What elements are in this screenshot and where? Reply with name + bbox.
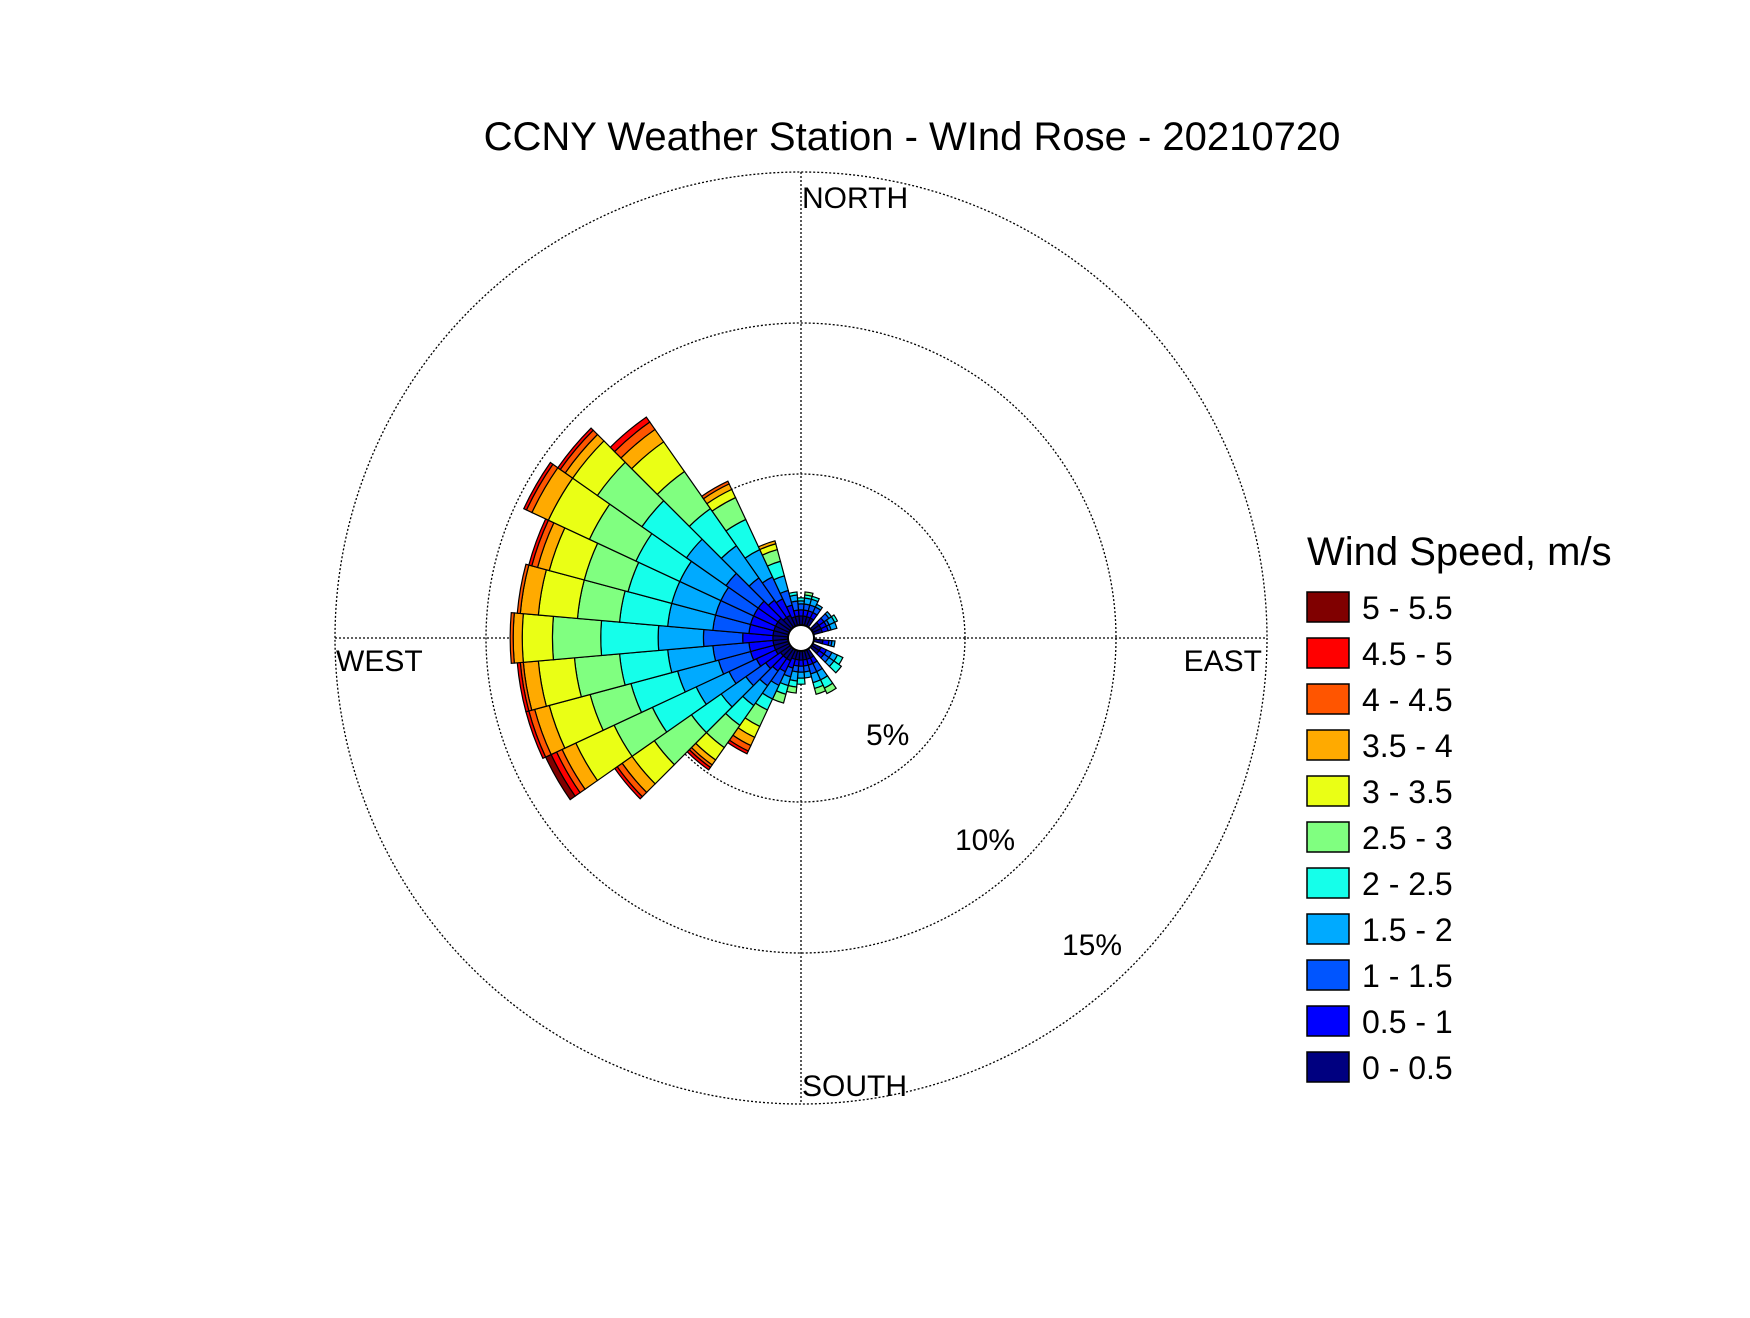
calm-center [787,624,815,652]
legend-label-4: 3 - 3.5 [1362,774,1453,810]
bar-segment-160-5 [813,684,827,696]
bar-segment-310-9 [556,427,595,471]
grid-ring-15 [334,171,1268,1105]
bar-segment-150-5 [823,682,838,695]
bar-segment-270-7 [512,612,524,664]
calm-circle [787,624,815,652]
legend-swatch-6 [1306,867,1350,899]
bar-segment-10-5 [804,591,814,598]
direction-label-north: NORTH [802,182,908,215]
legend-label-7: 1.5 - 2 [1362,912,1453,948]
legend-title: Wind Speed, m/s [1307,530,1612,574]
bar-segment-130-4 [828,660,843,674]
bar-segment-170-3 [803,670,813,679]
legend-items: 5 - 5.5 4.5 - 5 4 - 4.5 3.5 - 4 3 - 3.5 2.5 -… [1306,590,1453,1086]
direction-label-west: WEST [336,645,423,678]
bar-segment-100-0 [812,638,824,645]
legend-swatch-0 [1306,591,1350,623]
bar-segment-180-3 [796,671,806,679]
legend-label-9: 0.5 - 1 [1362,1004,1453,1040]
bar-segment-360-1 [797,609,805,617]
bar-segment-60-4 [830,614,839,624]
bar-segment-360-0 [798,615,804,626]
direction-label-east: EAST [1184,645,1262,678]
bar-segment-280-8 [516,563,530,615]
legend-label-5: 2.5 - 3 [1362,820,1453,856]
chart-title: CCNY Weather Station - WInd Rose - 20210… [484,115,1341,159]
legend-swatch-7 [1306,913,1350,945]
bar-segment-270-4 [600,619,660,657]
bar-segment-360-2 [797,603,805,611]
legend-label-2: 4 - 4.5 [1362,682,1453,718]
bar-segment-320-9 [609,416,651,453]
ring-label-10: 10% [955,824,1015,857]
legend-label-3: 3.5 - 4 [1362,728,1453,764]
legend-label-8: 1 - 1.5 [1362,958,1453,994]
bar-segment-300-9 [522,461,554,511]
legend-swatch-8 [1306,959,1350,991]
direction-labels: NORTH SOUTH WEST EAST [336,182,1262,1103]
legend-swatch-3 [1306,729,1350,761]
legend-swatch-4 [1306,775,1350,807]
legend-label-0: 5 - 5.5 [1362,590,1453,626]
bar-segment-30-3 [814,603,824,611]
legend-swatch-2 [1306,683,1350,715]
bar-segment-270-6 [521,613,555,663]
bar-segment-330-8 [700,480,730,500]
ring-label-15: 15% [1062,929,1122,962]
bar-segment-360-4 [796,597,806,602]
direction-label-south: SOUTH [802,1070,907,1103]
bar-segment-20-4 [810,595,821,603]
bar-segment-270-5 [551,615,603,661]
legend-label-6: 2 - 2.5 [1362,866,1453,902]
legend-label-1: 4.5 - 5 [1362,636,1453,672]
legend-swatch-1 [1306,637,1350,669]
legend-swatch-5 [1306,821,1350,853]
ring-label-5: 5% [866,719,909,752]
bar-segment-100-3 [830,640,836,648]
legend-swatch-9 [1306,1005,1350,1037]
bar-segment-350-4 [788,591,798,598]
legend: Wind Speed, m/s 5 - 5.5 4.5 - 5 4 - 4.5 3.5… [1306,530,1612,1086]
bar-segment-70-3 [828,621,838,631]
bar-segment-180-4 [796,677,806,685]
bar-segment-340-7 [757,540,777,551]
wind-rose-bars [509,416,844,801]
legend-label-10: 0 - 0.5 [1362,1050,1453,1086]
legend-swatch-10 [1306,1051,1350,1083]
ring-labels: 5% 10% 15% [866,719,1122,962]
bar-segment-270-8 [509,612,515,664]
